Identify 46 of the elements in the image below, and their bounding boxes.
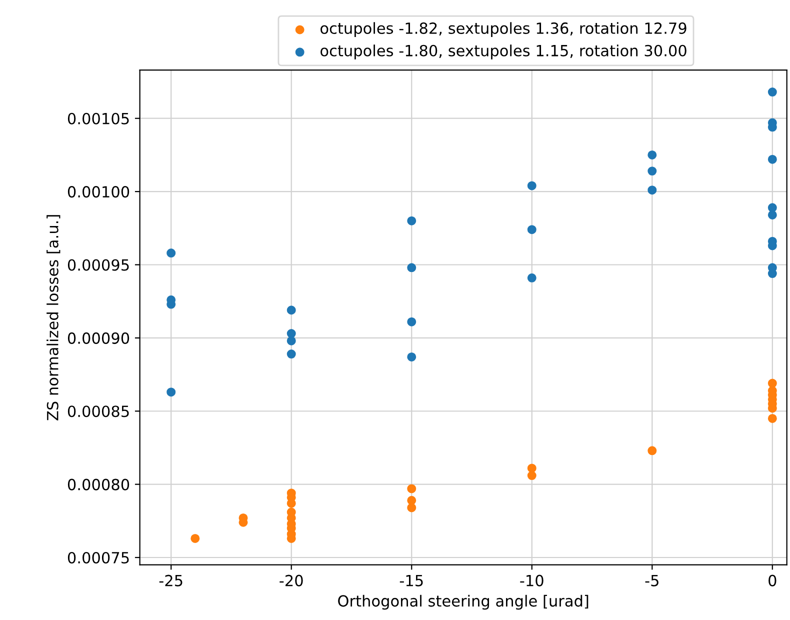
y-tick-label: 0.00095 bbox=[68, 259, 129, 271]
point bbox=[768, 414, 777, 423]
y-tick-label: 0.00100 bbox=[68, 186, 130, 198]
y-tick-label: 0.00085 bbox=[68, 406, 129, 418]
x-tick-label: -25 bbox=[159, 574, 182, 586]
point bbox=[648, 166, 657, 176]
y-tick-label: 0.00090 bbox=[68, 332, 130, 344]
point bbox=[768, 210, 777, 220]
point bbox=[166, 248, 176, 258]
point bbox=[286, 350, 296, 359]
point bbox=[407, 263, 416, 272]
x-tick-label: -15 bbox=[400, 575, 423, 586]
point bbox=[768, 88, 777, 97]
point bbox=[286, 306, 296, 315]
y-axis-title: ZS normalized losses [a.u.] bbox=[46, 215, 60, 420]
legend-label: octupoles -1.80, sextupoles 1.15, rotation 30.00 bbox=[320, 44, 686, 60]
x-tick-label: -5 bbox=[645, 575, 658, 586]
y-tick-label: 0.00080 bbox=[68, 478, 130, 490]
point bbox=[166, 388, 176, 397]
point bbox=[407, 352, 416, 362]
point bbox=[768, 154, 777, 164]
point bbox=[407, 317, 416, 326]
x-tick-label: 0 bbox=[768, 574, 776, 586]
legend-label: octupoles -1.82, sextupoles 1.36, rotation 12.79 bbox=[320, 22, 686, 37]
y-tick-label: 0.00105 bbox=[68, 112, 129, 124]
y-tick-label: 0.00075 bbox=[68, 552, 129, 564]
point bbox=[648, 446, 657, 456]
point bbox=[768, 378, 777, 388]
point bbox=[648, 150, 657, 160]
point bbox=[190, 534, 200, 543]
x-axis-title: Orthogonal steering angle [urad] bbox=[338, 594, 588, 610]
x-tick-label: -20 bbox=[280, 574, 303, 586]
point bbox=[407, 496, 416, 505]
point bbox=[527, 464, 536, 473]
x-tick-label: -10 bbox=[520, 574, 544, 586]
point bbox=[648, 186, 657, 195]
point bbox=[527, 273, 536, 282]
point bbox=[286, 329, 296, 338]
point bbox=[407, 484, 416, 494]
point bbox=[407, 503, 416, 512]
point bbox=[527, 225, 536, 234]
point bbox=[768, 203, 777, 212]
point bbox=[407, 216, 416, 226]
point bbox=[527, 471, 536, 480]
point bbox=[286, 336, 296, 346]
point bbox=[527, 181, 536, 190]
